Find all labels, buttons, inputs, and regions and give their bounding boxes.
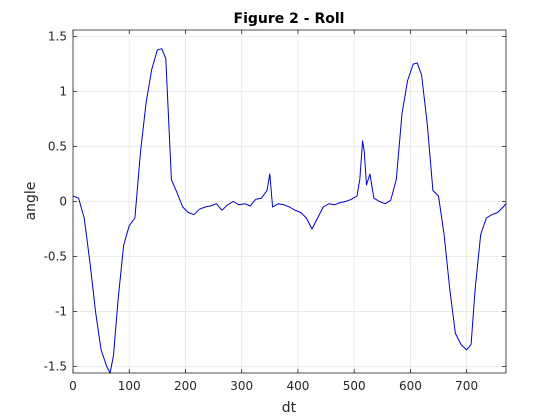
chart-title: Figure 2 - Roll xyxy=(234,11,345,27)
grid-y xyxy=(73,36,506,367)
x-tick-label: 200 xyxy=(174,379,197,393)
y-tick-label: -1 xyxy=(55,304,67,318)
roll-series-line xyxy=(72,48,507,374)
series-layer xyxy=(72,48,507,374)
plot-area: 0 100 200 300 400 500 600 700 -1.5 -1 -0.5 0 0.5 1 1.… xyxy=(44,30,507,393)
x-tick-label: 0 xyxy=(69,379,77,393)
x-tick-label: 300 xyxy=(230,379,253,393)
x-tick-label: 700 xyxy=(455,379,478,393)
x-axis-label: dt xyxy=(282,400,297,416)
y-tick-label: 1 xyxy=(59,85,67,99)
x-tick-label: 600 xyxy=(399,379,422,393)
x-tick-label: 400 xyxy=(286,379,309,393)
y-axis-label: angle xyxy=(23,182,39,221)
x-axis-ticks: 0 100 200 300 400 500 600 700 xyxy=(69,30,478,393)
y-tick-label: -1.5 xyxy=(44,359,67,373)
y-tick-label: 0 xyxy=(59,195,67,209)
x-tick-label: 100 xyxy=(118,379,141,393)
y-tick-label: 1.5 xyxy=(48,30,67,44)
x-tick-label: 500 xyxy=(343,379,366,393)
y-tick-label: -0.5 xyxy=(44,249,67,263)
y-tick-label: 0.5 xyxy=(48,140,67,154)
y-axis-ticks: -1.5 -1 -0.5 0 0.5 1 1.5 xyxy=(44,30,506,373)
